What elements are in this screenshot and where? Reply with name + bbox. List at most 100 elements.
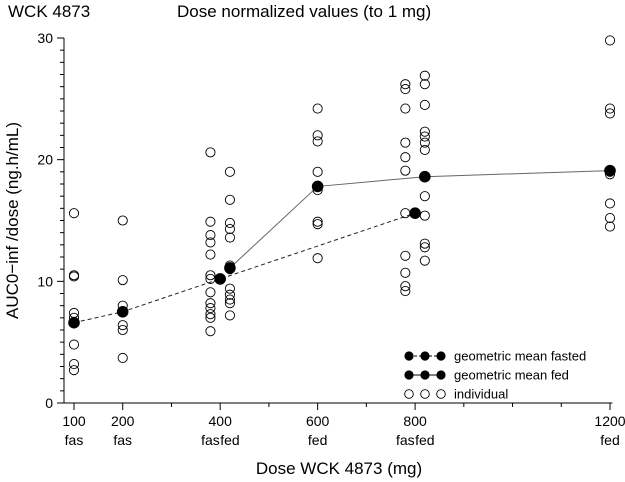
individual-point bbox=[205, 230, 216, 241]
fed-mean-point bbox=[311, 180, 324, 193]
individual-point bbox=[117, 215, 128, 226]
y-tick-label: 30 bbox=[37, 30, 53, 46]
fasted-mean-point bbox=[214, 273, 226, 285]
individual-point bbox=[224, 232, 235, 243]
x-tick-label: 1200 bbox=[594, 413, 625, 429]
individual-point bbox=[419, 238, 430, 249]
individual-point bbox=[419, 131, 430, 142]
legend-marker bbox=[436, 370, 446, 380]
individual-point bbox=[419, 126, 430, 137]
y-tick-label: 20 bbox=[37, 152, 53, 168]
individual-point bbox=[312, 136, 323, 147]
individual-point bbox=[224, 223, 235, 235]
individual-point bbox=[400, 165, 411, 176]
individual-point bbox=[205, 237, 216, 248]
fasted-mean-line bbox=[73, 212, 416, 324]
condition-label: fas bbox=[201, 432, 220, 448]
x-tick-label: 800 bbox=[403, 413, 427, 429]
individual-point bbox=[205, 303, 216, 314]
legend-label: geometric mean fed bbox=[454, 368, 569, 383]
individual-point bbox=[224, 194, 235, 205]
individual-point bbox=[117, 352, 128, 364]
individual-point bbox=[68, 271, 80, 282]
individual-point bbox=[419, 99, 430, 110]
individual-point bbox=[224, 166, 235, 177]
individual-point bbox=[400, 267, 411, 278]
individual-point bbox=[205, 249, 216, 260]
individual-point bbox=[400, 286, 411, 297]
individual-point bbox=[68, 365, 80, 376]
individual-point bbox=[312, 219, 323, 230]
individual-point bbox=[224, 310, 235, 321]
fasted-mean-point bbox=[116, 305, 129, 318]
condition-label: fed bbox=[220, 432, 239, 448]
individual-point bbox=[604, 221, 616, 232]
condition-label: fas bbox=[65, 432, 84, 448]
individual-point bbox=[604, 198, 616, 209]
individual-point bbox=[205, 298, 216, 309]
individual-point bbox=[604, 213, 616, 224]
individual-point bbox=[400, 103, 411, 114]
x-tick-label: 200 bbox=[111, 413, 135, 429]
individual-point bbox=[205, 270, 216, 281]
chart-title-drug: WCK 4873 bbox=[8, 2, 90, 21]
individual-point bbox=[400, 84, 411, 95]
individual-point bbox=[312, 216, 323, 227]
legend-item-individual: individual bbox=[404, 387, 508, 402]
individual-point bbox=[312, 130, 323, 141]
legend-label: geometric mean fasted bbox=[454, 349, 586, 364]
individual-point bbox=[419, 70, 430, 81]
individual-point bbox=[604, 35, 616, 46]
series-lines bbox=[73, 170, 611, 324]
condition-label: fas bbox=[396, 432, 415, 448]
condition-label: fed bbox=[308, 432, 327, 448]
individual-point bbox=[68, 359, 80, 370]
y-tick-label: 0 bbox=[45, 395, 53, 411]
legend-marker bbox=[436, 389, 446, 399]
individual-point bbox=[312, 253, 323, 264]
individual-point bbox=[400, 281, 411, 292]
individual-point bbox=[224, 294, 235, 305]
individual-point bbox=[68, 339, 80, 350]
legend-marker bbox=[404, 351, 414, 361]
individual-point bbox=[400, 152, 411, 163]
individual-point bbox=[312, 103, 323, 114]
individual-point bbox=[604, 103, 616, 114]
individual-point bbox=[205, 147, 216, 158]
legend-item-fasted: geometric mean fasted bbox=[404, 349, 586, 364]
individual-point bbox=[604, 108, 616, 119]
individual-point bbox=[68, 208, 80, 219]
fed-mean-point bbox=[604, 164, 616, 177]
mean-points bbox=[68, 164, 616, 329]
x-tick-label: 100 bbox=[62, 413, 86, 429]
individual-point bbox=[419, 255, 430, 266]
x-tick-label: 400 bbox=[209, 413, 233, 429]
condition-label: fas bbox=[113, 432, 132, 448]
legend-marker bbox=[404, 389, 414, 399]
individual-point bbox=[117, 320, 128, 331]
individual-point bbox=[400, 208, 411, 219]
individual-point bbox=[205, 287, 216, 298]
individual-point bbox=[224, 217, 235, 228]
y-tick-label: 10 bbox=[37, 273, 53, 289]
individual-point bbox=[400, 79, 411, 90]
fed-mean-line bbox=[229, 170, 611, 269]
individual-point bbox=[419, 191, 430, 202]
legend-marker bbox=[404, 370, 414, 380]
y-axis-title: AUC0−inf /dose (ng.h/mL) bbox=[3, 122, 22, 319]
legend-label: individual bbox=[454, 387, 508, 402]
individual-point bbox=[419, 144, 430, 155]
individual-point bbox=[117, 324, 128, 336]
individual-point bbox=[400, 137, 411, 148]
legend-item-fed: geometric mean fed bbox=[404, 368, 569, 383]
condition-label: fed bbox=[415, 432, 434, 448]
x-tick-label: 600 bbox=[306, 413, 330, 429]
fed-mean-point bbox=[419, 170, 431, 183]
condition-label: fed bbox=[600, 432, 619, 448]
y-ticks: 0 10 20 30 bbox=[37, 30, 64, 411]
individual-point bbox=[224, 298, 235, 309]
legend: geometric mean fasted geometric mean fed i… bbox=[404, 349, 586, 402]
individual-point bbox=[419, 242, 430, 253]
fed-mean-point bbox=[224, 262, 236, 274]
